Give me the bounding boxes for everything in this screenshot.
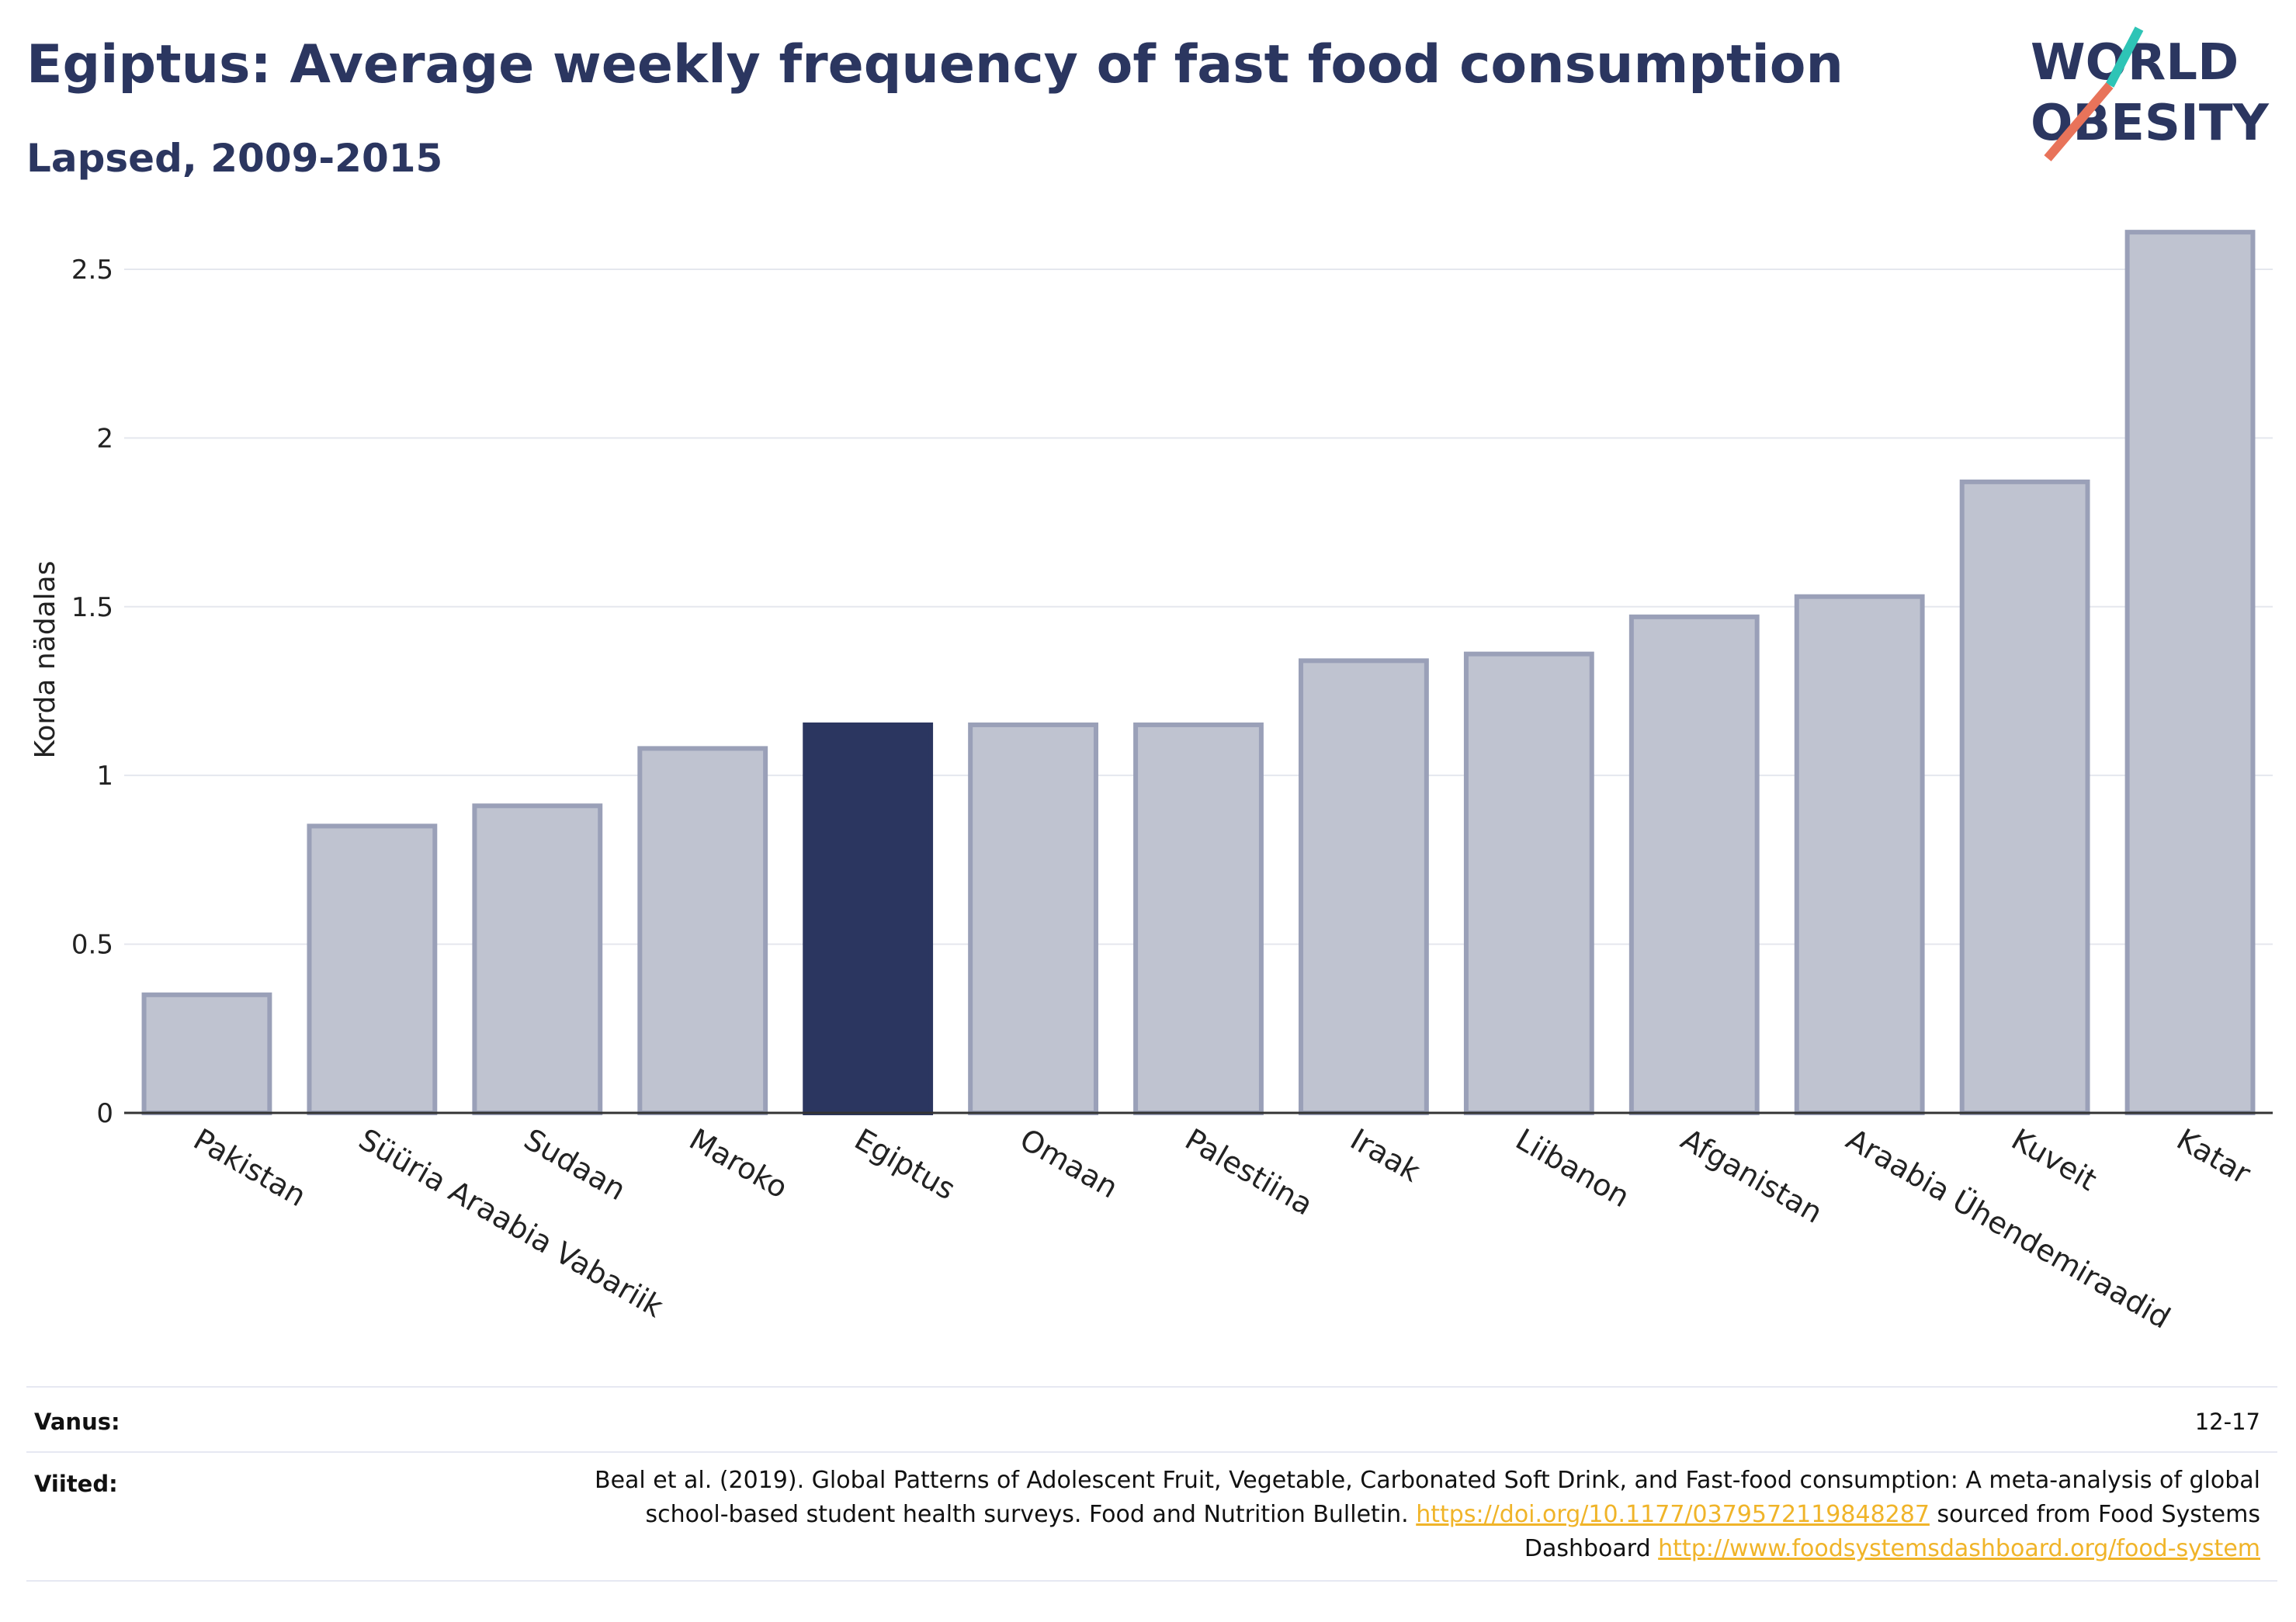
- footer-divider: [26, 1451, 2277, 1453]
- references-text: Beal et al. (2019). Global Patterns of A…: [591, 1464, 2260, 1566]
- bar-Katar: [2124, 230, 2256, 1116]
- refs-text: Beal et al. (2019). Global Patterns of A…: [594, 1467, 2260, 1528]
- bar-Iraak: [1299, 658, 1429, 1115]
- x-tick-label: Iraak: [1344, 1122, 1426, 1189]
- bars: [141, 230, 2256, 1116]
- bar-Afganistan: [1628, 614, 1760, 1115]
- x-tick-label: Pakistan: [188, 1122, 312, 1214]
- x-tick-label: Kuveit: [2006, 1122, 2103, 1197]
- bar-Pakistan: [141, 992, 272, 1115]
- bar-Kuveit: [1959, 479, 2090, 1115]
- y-tick-label: 0: [96, 1098, 113, 1129]
- logo-line2: OBESITY: [2031, 95, 2269, 152]
- logo-slash-coral: [2044, 82, 2114, 161]
- x-tick-label: Egiptus: [849, 1122, 962, 1207]
- x-tick-label: Süüria Araabia Vabariik: [353, 1122, 669, 1324]
- y-tick-label: 1.5: [71, 592, 113, 623]
- y-tick-label: 2.5: [71, 255, 113, 286]
- world-obesity-logo: WORLD OBESITY: [2031, 26, 2269, 161]
- chart-subtitle: Lapsed, 2009-2015: [26, 136, 443, 181]
- age-value: 12-17: [2194, 1409, 2260, 1435]
- y-axis-ticks: 0 0.5 1 1.5 2 2.5: [71, 255, 113, 1129]
- bar-Araabia Ühendemiraadid: [1794, 594, 1925, 1115]
- age-label: Vanus:: [34, 1409, 120, 1435]
- x-tick-label: Afganistan: [1675, 1122, 1828, 1230]
- bar-Sudaan: [472, 803, 603, 1115]
- footer-divider: [26, 1580, 2277, 1582]
- bar-Omaan: [968, 722, 1098, 1115]
- x-tick-label: Liibanon: [1510, 1122, 1635, 1215]
- bar-Süüria Araabia Vabariik: [307, 823, 438, 1115]
- bar-Maroko: [637, 746, 768, 1116]
- x-tick-label: Sudaan: [519, 1122, 632, 1208]
- chart-title: Egiptus: Average weekly frequency of fas…: [26, 34, 1843, 95]
- x-tick-label: Araabia Ühendemiraadid: [1840, 1122, 2176, 1336]
- dashboard-link[interactable]: http://www.foodsystemsdashboard.org/food…: [1658, 1535, 2260, 1562]
- logo-slash-teal: [2105, 26, 2144, 88]
- bar-Palestiina: [1133, 722, 1264, 1115]
- x-tick-label: Omaan: [1014, 1122, 1124, 1205]
- refs-label: Viited:: [34, 1471, 118, 1497]
- x-tick-label: Maroko: [684, 1122, 794, 1205]
- y-tick-label: 1: [96, 761, 113, 792]
- footer-divider: [26, 1386, 2277, 1388]
- bar-Liibanon: [1463, 651, 1594, 1115]
- refs-text: sourced from Food Systems Dashboard: [1524, 1501, 2260, 1562]
- y-axis-label: Korda nädalas: [29, 561, 61, 759]
- bar-Egiptus: [803, 722, 934, 1115]
- x-tick-label: Palestiina: [1180, 1122, 1319, 1222]
- y-tick-label: 2: [96, 423, 113, 454]
- doi-link[interactable]: https://doi.org/10.1177/0379572119848287: [1416, 1501, 1930, 1528]
- x-tick-label: Katar: [2171, 1122, 2256, 1191]
- y-tick-label: 0.5: [71, 930, 113, 961]
- bar-chart: 0 0.5 1 1.5 2 2.5 Pakistan Süüria Araabia Vaba…: [29, 230, 2273, 1336]
